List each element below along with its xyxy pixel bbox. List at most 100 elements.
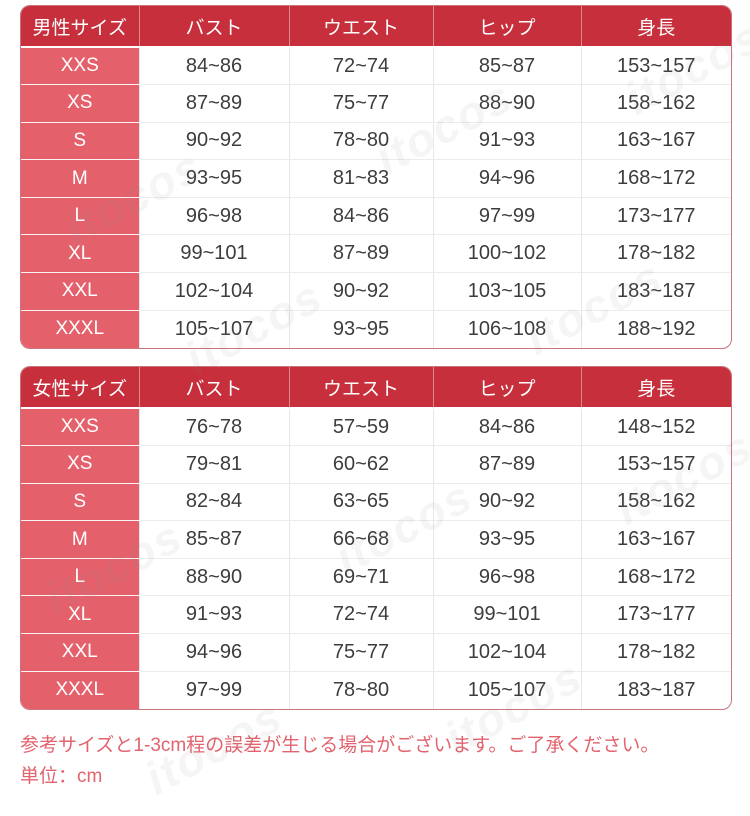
value-cell: 82~84 (138, 483, 289, 522)
value-cell: 153~157 (580, 47, 731, 86)
value-cell: 168~172 (580, 159, 731, 198)
value-cell: 163~167 (580, 520, 731, 559)
value-cell: 94~96 (432, 159, 581, 198)
value-cell: 168~172 (580, 558, 731, 597)
unit-note: 単位：cm (20, 766, 103, 788)
tolerance-note: 参考サイズと1-3cm程の誤差が生じる場合がございます。ご了承ください。 (20, 735, 660, 756)
size-label-cell: XXL (21, 633, 139, 672)
table-row: S 90~92 78~80 91~93 163~167 (21, 122, 731, 161)
value-cell: 87~89 (432, 445, 581, 484)
header-row: 女性サイズ バスト ウエスト ヒップ 身長 (21, 367, 731, 409)
value-cell: 57~59 (288, 408, 433, 447)
size-label-cell: XXS (21, 47, 139, 86)
value-cell: 72~74 (288, 47, 433, 86)
value-cell: 148~152 (580, 408, 731, 447)
value-cell: 76~78 (138, 408, 289, 447)
value-cell: 85~87 (432, 47, 581, 86)
value-cell: 66~68 (288, 520, 433, 559)
value-cell: 88~90 (138, 558, 289, 597)
value-cell: 90~92 (432, 483, 581, 522)
column-header-cell: 身長 (581, 367, 731, 409)
table-row: M 93~95 81~83 94~96 168~172 (21, 159, 731, 198)
size-label-cell: XXXL (21, 671, 139, 709)
mens-size-table: 男性サイズ バスト ウエスト ヒップ 身長 XXS 84~86 72~74 85~87 153~1… (20, 5, 732, 349)
column-header-cell: ヒップ (433, 367, 582, 409)
value-cell: 106~108 (432, 310, 581, 348)
value-cell: 99~101 (138, 234, 289, 274)
size-label-cell: L (21, 197, 139, 236)
value-cell: 93~95 (432, 520, 581, 559)
value-cell: 87~89 (288, 234, 433, 274)
size-label-cell: XS (21, 445, 139, 484)
column-header-cell: ウエスト (289, 6, 434, 48)
size-label-cell: S (21, 122, 139, 161)
value-cell: 105~107 (138, 310, 289, 348)
size-label-cell: XS (21, 84, 139, 123)
value-cell: 75~77 (288, 633, 433, 672)
table-row: XXL 102~104 90~92 103~105 183~187 (21, 272, 731, 311)
value-cell: 79~81 (138, 445, 289, 484)
header-row: 男性サイズ バスト ウエスト ヒップ 身長 (21, 6, 731, 48)
value-cell: 96~98 (138, 197, 289, 236)
table-title-cell: 女性サイズ (21, 367, 140, 409)
value-cell: 84~86 (288, 197, 433, 236)
footer-notes: 参考サイズと1-3cm程の誤差が生じる場合がございます。ご了承ください。 単位：… (20, 730, 730, 793)
table-row: S 82~84 63~65 90~92 158~162 (21, 483, 731, 522)
value-cell: 99~101 (432, 595, 581, 635)
size-label-cell: XXXL (21, 310, 139, 348)
table-row: XS 79~81 60~62 87~89 153~157 (21, 445, 731, 484)
table-row: XL 91~93 72~74 99~101 173~177 (21, 595, 731, 635)
table-title-cell: 男性サイズ (21, 6, 140, 48)
table-row: XS 87~89 75~77 88~90 158~162 (21, 84, 731, 123)
value-cell: 72~74 (288, 595, 433, 635)
column-header-cell: ウエスト (289, 367, 434, 409)
value-cell: 96~98 (432, 558, 581, 597)
column-header-cell: バスト (139, 367, 290, 409)
column-header-cell: 身長 (581, 6, 731, 48)
size-label-cell: XL (21, 595, 139, 635)
table-row: XXS 76~78 57~59 84~86 148~152 (21, 408, 731, 447)
value-cell: 85~87 (138, 520, 289, 559)
womens-size-table-grid: 女性サイズ バスト ウエスト ヒップ 身長 XXS 76~78 57~59 84~86 148~1… (21, 367, 731, 709)
value-cell: 153~157 (580, 445, 731, 484)
value-cell: 81~83 (288, 159, 433, 198)
mens-size-table-grid: 男性サイズ バスト ウエスト ヒップ 身長 XXS 84~86 72~74 85~87 153~1… (21, 6, 731, 348)
value-cell: 90~92 (138, 122, 289, 161)
column-header-cell: ヒップ (433, 6, 582, 48)
value-cell: 183~187 (580, 272, 731, 311)
value-cell: 90~92 (288, 272, 433, 311)
womens-size-table: 女性サイズ バスト ウエスト ヒップ 身長 XXS 76~78 57~59 84~86 148~1… (20, 366, 732, 710)
value-cell: 173~177 (580, 197, 731, 236)
value-cell: 93~95 (138, 159, 289, 198)
value-cell: 93~95 (288, 310, 433, 348)
value-cell: 158~162 (580, 84, 731, 123)
value-cell: 97~99 (138, 671, 289, 709)
value-cell: 178~182 (580, 633, 731, 672)
value-cell: 102~104 (138, 272, 289, 311)
size-label-cell: XL (21, 234, 139, 274)
value-cell: 69~71 (288, 558, 433, 597)
size-label-cell: XXS (21, 408, 139, 447)
value-cell: 78~80 (288, 122, 433, 161)
value-cell: 102~104 (432, 633, 581, 672)
size-label-cell: S (21, 483, 139, 522)
value-cell: 87~89 (138, 84, 289, 123)
value-cell: 91~93 (138, 595, 289, 635)
table-row: M 85~87 66~68 93~95 163~167 (21, 520, 731, 559)
value-cell: 105~107 (432, 671, 581, 709)
value-cell: 173~177 (580, 595, 731, 635)
value-cell: 91~93 (432, 122, 581, 161)
value-cell: 88~90 (432, 84, 581, 123)
table-row: L 88~90 69~71 96~98 168~172 (21, 558, 731, 597)
value-cell: 78~80 (288, 671, 433, 709)
table-row: XXS 84~86 72~74 85~87 153~157 (21, 47, 731, 86)
value-cell: 84~86 (138, 47, 289, 86)
table-row: XXXL 97~99 78~80 105~107 183~187 (21, 671, 731, 709)
value-cell: 163~167 (580, 122, 731, 161)
value-cell: 63~65 (288, 483, 433, 522)
value-cell: 178~182 (580, 234, 731, 274)
value-cell: 183~187 (580, 671, 731, 709)
value-cell: 84~86 (432, 408, 581, 447)
table-row: XXL 94~96 75~77 102~104 178~182 (21, 633, 731, 672)
column-header-cell: バスト (139, 6, 290, 48)
